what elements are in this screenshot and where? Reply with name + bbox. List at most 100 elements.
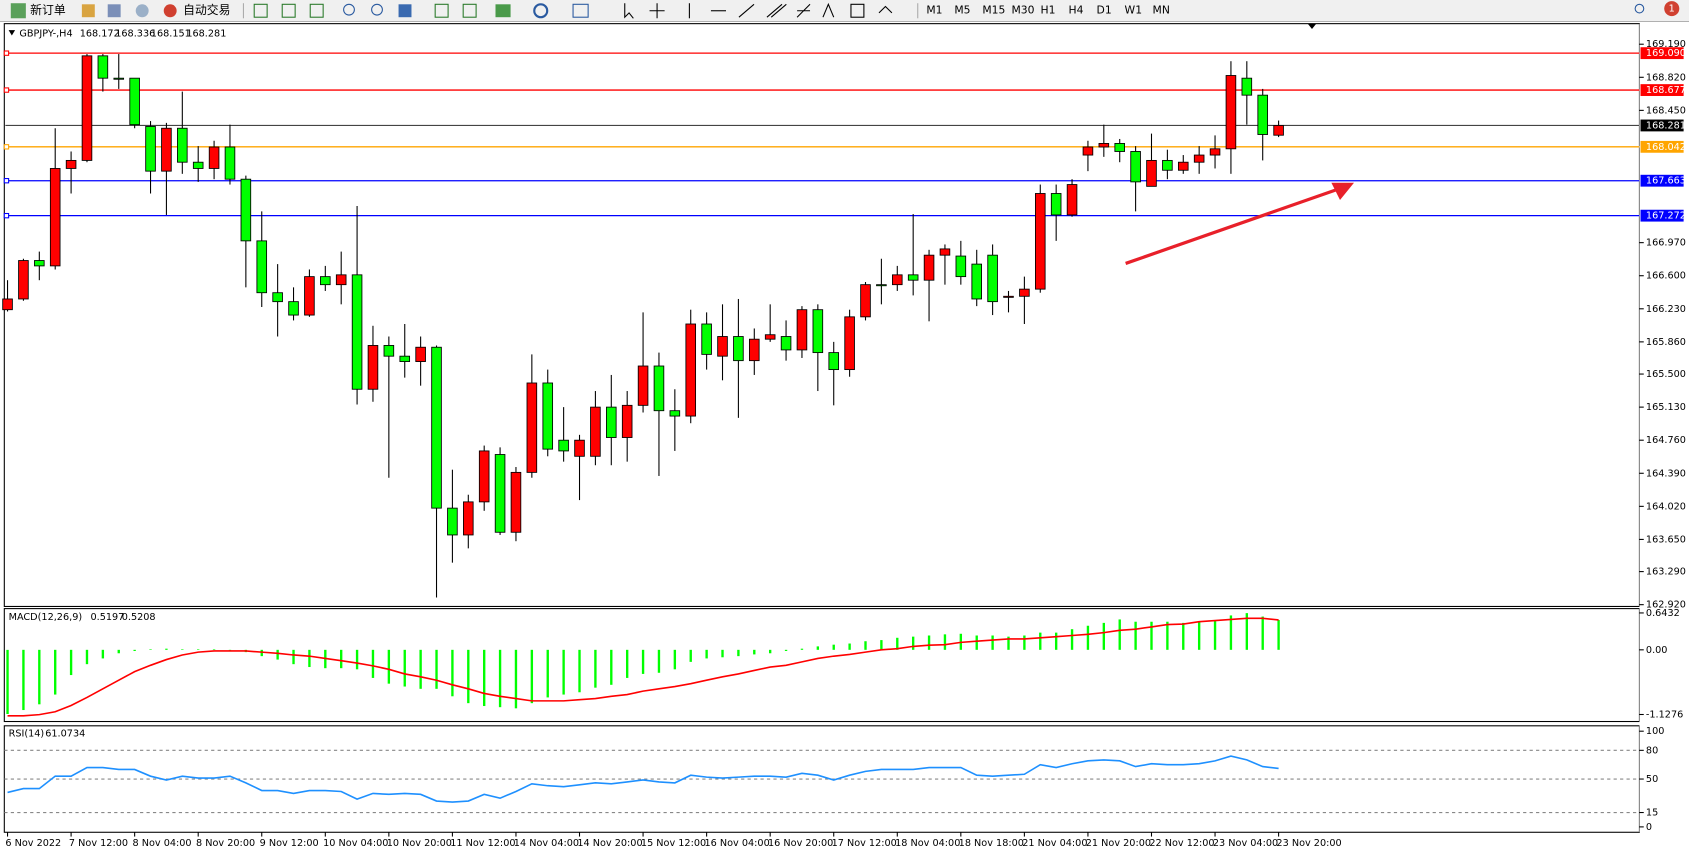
y-tick-label: 168.450 — [1646, 105, 1686, 116]
candle-body — [907, 274, 919, 281]
level-handle — [3, 178, 10, 184]
candle-body — [892, 274, 903, 286]
candle-body — [304, 276, 315, 316]
x-tick-label: 18 Nov 18:00 — [959, 838, 1024, 849]
new-order-icon[interactable] — [10, 3, 26, 19]
ohlc-low: 168.151 — [151, 28, 191, 39]
x-tick-label: 15 Nov 12:00 — [641, 838, 706, 849]
channel-icon[interactable] — [766, 3, 787, 18]
candle-body — [224, 146, 236, 180]
candle-body — [971, 263, 983, 300]
toolbar-icon[interactable] — [135, 4, 149, 18]
text-tool-icon[interactable] — [822, 2, 835, 18]
scroll-icon[interactable] — [434, 3, 449, 18]
fibo-icon[interactable] — [796, 3, 811, 18]
auto-trading-icon[interactable] — [163, 4, 177, 18]
y-tick-label: 0 — [1646, 822, 1652, 833]
toolbar-icon[interactable] — [107, 4, 121, 18]
y-tick-label: 168.820 — [1646, 72, 1686, 83]
crosshair-icon[interactable] — [649, 3, 665, 19]
notification-count: 1 — [1669, 4, 1675, 15]
timeframe-button[interactable]: W1 — [1125, 4, 1142, 17]
rsi-value: 61.0734 — [45, 728, 85, 739]
x-tick-label: 16 Nov 04:00 — [704, 838, 769, 849]
auto-trading-button[interactable]: 自动交易 — [183, 3, 230, 17]
candle-chart-icon[interactable] — [281, 3, 296, 18]
toolbar-background — [0, 0, 1689, 22]
trendline-icon[interactable] — [738, 3, 755, 18]
line-chart-icon[interactable] — [309, 3, 324, 18]
x-tick-label: 16 Nov 20:00 — [768, 838, 833, 849]
zoom-in-icon[interactable] — [343, 3, 355, 16]
candle-body — [1146, 159, 1157, 187]
level-label: 167.272 — [1646, 211, 1686, 222]
candle-body — [733, 336, 744, 362]
timeframe-button[interactable]: MN — [1153, 4, 1170, 17]
candle-body — [81, 55, 93, 161]
rsi-title: RSI(14) — [9, 728, 45, 739]
timeframe-button[interactable]: H4 — [1069, 4, 1084, 17]
label-tool-icon[interactable] — [850, 3, 865, 18]
tile-icon[interactable] — [398, 4, 412, 18]
candle-body — [621, 404, 633, 438]
cursor-icon[interactable] — [624, 3, 634, 19]
candle-body — [987, 254, 998, 303]
y-tick-label: 164.760 — [1646, 435, 1686, 446]
x-tick-label: 22 Nov 12:00 — [1149, 838, 1214, 849]
timeframe-button[interactable]: D1 — [1097, 4, 1112, 17]
candle-body — [18, 260, 29, 300]
y-tick-label: 165.500 — [1646, 369, 1686, 380]
timeframe-button[interactable]: M1 — [926, 4, 942, 17]
candle-body — [510, 471, 522, 533]
notification-badge[interactable] — [1664, 1, 1680, 17]
candle-body — [685, 323, 697, 417]
candle-body — [65, 159, 77, 169]
x-tick-label: 21 Nov 04:00 — [1022, 838, 1087, 849]
periods-icon[interactable] — [533, 3, 549, 19]
shift-icon[interactable] — [462, 3, 477, 18]
timeframe-button[interactable]: M5 — [954, 4, 970, 17]
x-tick-label: 7 Nov 12:00 — [69, 838, 128, 849]
y-tick-label: 50 — [1646, 774, 1658, 785]
current-price-bg — [1640, 119, 1684, 132]
search-icon[interactable] — [1634, 3, 1645, 14]
candle-body — [1241, 77, 1253, 96]
macd-signal-line — [7, 617, 1279, 717]
zoom-out-icon[interactable] — [371, 3, 383, 16]
bar-chart-icon[interactable] — [253, 3, 268, 18]
x-tick-label: 14 Nov 20:00 — [577, 838, 642, 849]
macd-main-value: 0.5197 — [90, 612, 124, 623]
toolbar-icon[interactable] — [81, 4, 95, 18]
candle-body — [1257, 94, 1268, 135]
level-label: 167.663 — [1646, 176, 1686, 187]
timeframe-button[interactable]: M30 — [1011, 4, 1034, 17]
level-label-bg — [1640, 140, 1684, 153]
y-tick-label: 15 — [1646, 808, 1658, 819]
candle-body — [1130, 151, 1141, 183]
candle-body — [606, 406, 617, 438]
candle-body — [161, 127, 172, 172]
level-label: 168.677 — [1646, 85, 1686, 96]
price-scale — [1639, 23, 1689, 833]
timeframe-button[interactable]: M15 — [982, 4, 1005, 17]
candle-body — [574, 439, 585, 457]
candle-body — [637, 365, 649, 406]
indicators-icon[interactable] — [495, 4, 511, 18]
macd-signal-value: 0.5208 — [122, 612, 156, 623]
candle-body — [1225, 75, 1237, 150]
candle-body — [780, 336, 792, 351]
candle-body — [383, 345, 395, 357]
x-tick-label: 9 Nov 12:00 — [260, 838, 319, 849]
x-tick-label: 10 Nov 20:00 — [387, 838, 452, 849]
new-order-button[interactable]: 新订单 — [30, 3, 66, 17]
candle-body — [1082, 146, 1094, 156]
candle-body — [1114, 143, 1125, 152]
candle-body — [1050, 193, 1062, 216]
annotation-arrow — [1125, 187, 1339, 265]
level-label-bg — [1640, 174, 1684, 187]
timeframe-button[interactable]: H1 — [1041, 4, 1056, 17]
candle-body — [97, 55, 109, 79]
arrows-icon[interactable] — [878, 5, 893, 14]
templates-icon[interactable] — [572, 3, 589, 18]
y-tick-label: 163.290 — [1646, 567, 1686, 578]
